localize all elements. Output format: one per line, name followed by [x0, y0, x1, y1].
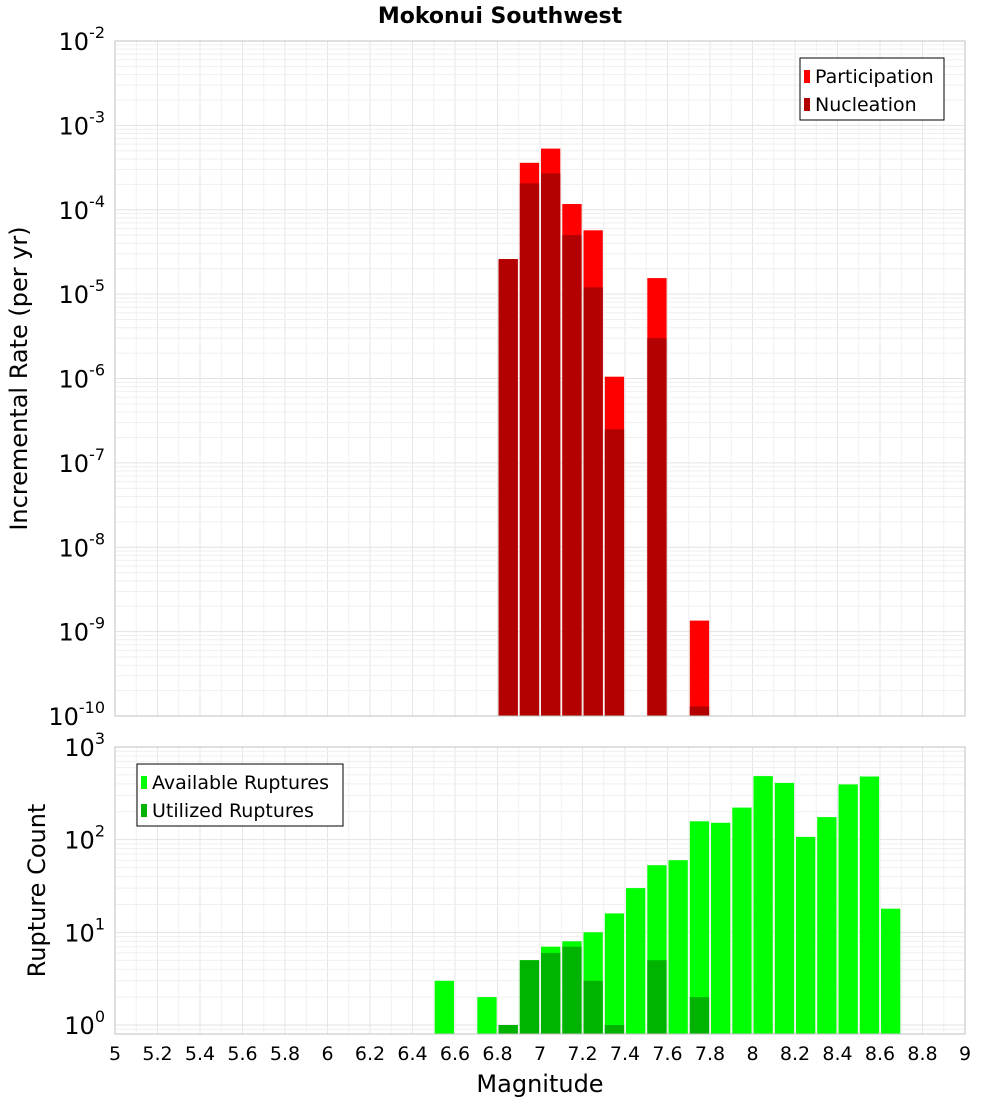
bar-nucleation	[499, 259, 518, 716]
y-tick-label: 102	[64, 822, 105, 855]
x-tick-label: 5.6	[227, 1043, 257, 1065]
bar-available-ruptures	[626, 888, 645, 1034]
legend-entry: Utilized Ruptures	[152, 800, 314, 822]
x-axis-label: Magnitude	[476, 1070, 603, 1098]
legend-entry: Participation	[815, 66, 934, 88]
chart-panel-0: 10-2 10-3 10-4 10-5 10-6 10-7 10-8 10-9 10-10 Inc…	[5, 23, 965, 731]
legend: Available Ruptures Utilized Ruptures	[137, 764, 343, 826]
x-tick-label: 8	[746, 1043, 758, 1065]
bar-utilized-ruptures	[584, 981, 603, 1034]
x-tick-label: 6	[321, 1043, 333, 1065]
x-tick-label: 7.2	[567, 1043, 597, 1065]
y-tick-labels: 10-2 10-3 10-4 10-5 10-6 10-7 10-8 10-9 10-10	[48, 23, 105, 731]
x-tick-label: 7.8	[695, 1043, 725, 1065]
y-tick-label: 10-8	[59, 529, 106, 562]
bar-nucleation	[520, 183, 539, 716]
y-axis-label: Incremental Rate (per yr)	[5, 226, 33, 530]
x-tick-label: 7	[534, 1043, 546, 1065]
bar-participation	[690, 621, 709, 716]
grid	[115, 41, 965, 716]
bar-utilized-ruptures	[541, 953, 560, 1034]
bar-nucleation	[562, 235, 581, 716]
bar-available-ruptures	[775, 783, 794, 1034]
bar-utilized-ruptures	[690, 997, 709, 1034]
legend: Participation Nucleation	[800, 58, 944, 120]
bar-available-ruptures	[796, 837, 815, 1034]
x-tick-label: 6.6	[440, 1043, 470, 1065]
legend-swatch	[141, 776, 147, 789]
x-tick-label: 7.4	[610, 1043, 640, 1065]
y-tick-label: 101	[64, 914, 105, 947]
x-tick-label: 6.2	[355, 1043, 385, 1065]
bar-nucleation	[541, 173, 560, 716]
x-tick-label: 6.8	[482, 1043, 512, 1065]
legend-swatch	[804, 98, 810, 111]
y-tick-label: 103	[64, 729, 105, 762]
y-tick-label: 10-9	[59, 614, 106, 647]
x-tick-label: 5.4	[185, 1043, 215, 1065]
y-tick-label: 10-5	[59, 276, 106, 309]
legend-swatch	[804, 70, 810, 83]
x-tick-label: 8.4	[822, 1043, 852, 1065]
y-axis-label: Rupture Count	[23, 804, 51, 978]
bar-available-ruptures	[817, 817, 836, 1034]
x-tick-label: 9	[959, 1043, 971, 1065]
bar-available-ruptures	[711, 823, 730, 1034]
bar-utilized-ruptures	[647, 960, 666, 1034]
y-tick-label: 100	[64, 1007, 105, 1040]
bar-utilized-ruptures	[520, 960, 539, 1034]
y-tick-label: 10-4	[59, 192, 106, 225]
y-tick-label: 10-7	[59, 445, 106, 478]
x-tick-label: 5	[109, 1043, 121, 1065]
bar-nucleation	[605, 429, 624, 716]
bar-nucleation	[647, 338, 666, 716]
x-tick-label: 5.2	[142, 1043, 172, 1065]
bar-nucleation	[690, 706, 709, 716]
y-tick-labels: 103 102 101 100	[64, 729, 105, 1040]
bar-available-ruptures	[477, 997, 496, 1034]
bar-utilized-ruptures	[499, 1025, 518, 1034]
bar-available-ruptures	[669, 860, 688, 1034]
x-tick-labels: 5 5.2 5.4 5.6 5.8 6 6.2 6.4 6.6 6.8 7 7.2 7.4 7.6 7.8 8…	[109, 1043, 971, 1065]
legend-swatch	[141, 804, 147, 817]
y-tick-label: 10-6	[59, 361, 106, 394]
legend-entry: Available Ruptures	[152, 772, 329, 794]
x-tick-label: 8.6	[865, 1043, 895, 1065]
bar-nucleation	[584, 287, 603, 716]
bar-available-ruptures	[732, 808, 751, 1034]
y-tick-label: 10-10	[48, 698, 105, 731]
bar-available-ruptures	[860, 777, 879, 1035]
bar-available-ruptures	[839, 784, 858, 1034]
x-tick-label: 8.8	[907, 1043, 937, 1065]
x-tick-label: 5.8	[270, 1043, 300, 1065]
x-tick-label: 7.6	[652, 1043, 682, 1065]
bar-available-ruptures	[881, 909, 900, 1034]
bar-utilized-ruptures	[605, 1025, 624, 1034]
x-tick-label: 6.4	[397, 1043, 427, 1065]
bar-available-ruptures	[605, 913, 624, 1034]
y-tick-label: 10-2	[59, 23, 106, 56]
bar-available-ruptures	[435, 981, 454, 1034]
legend-entry: Nucleation	[815, 94, 917, 116]
x-tick-label: 8.2	[780, 1043, 810, 1065]
bar-available-ruptures	[754, 776, 773, 1034]
chart-title: Mokonui Southwest	[378, 4, 623, 29]
y-tick-label: 10-3	[59, 107, 106, 140]
bar-utilized-ruptures	[562, 947, 581, 1034]
